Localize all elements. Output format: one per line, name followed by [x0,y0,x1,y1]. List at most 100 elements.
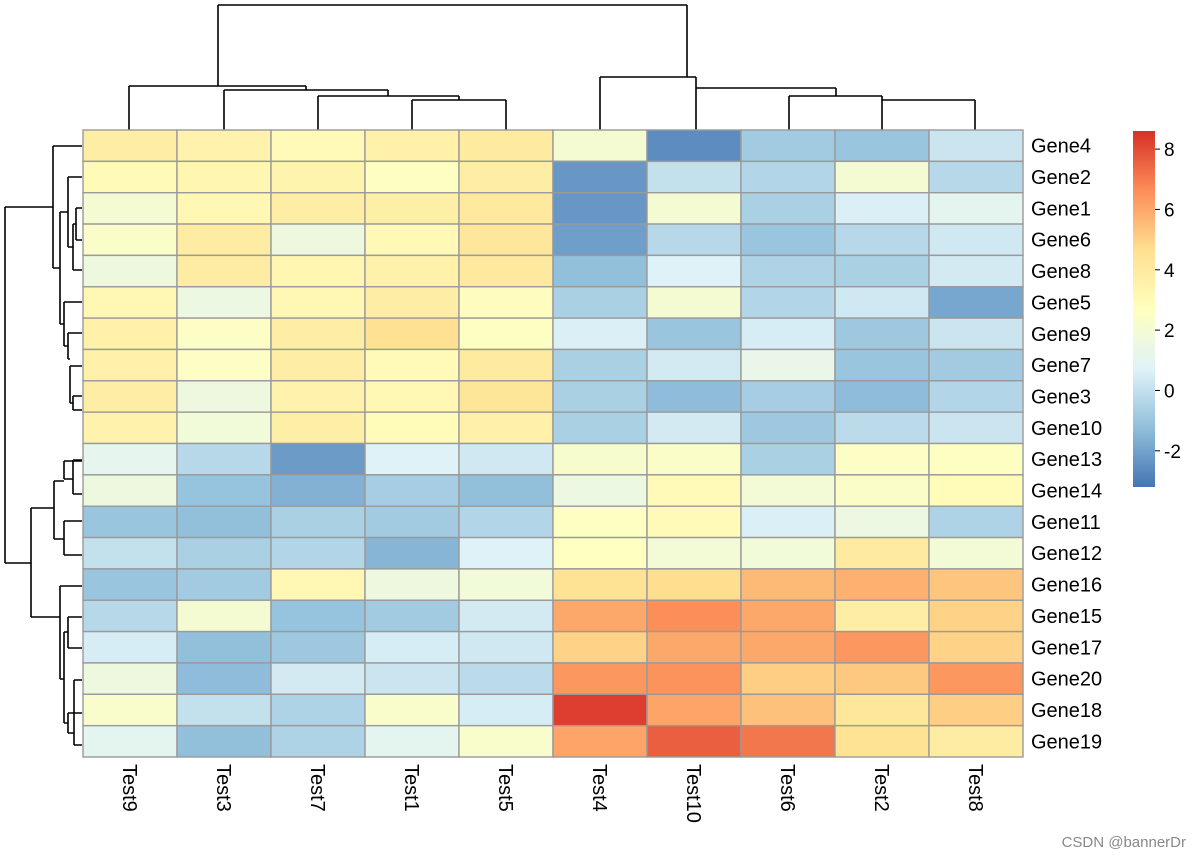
heatmap-cell [646,568,742,601]
heatmap-cell [176,536,272,570]
heatmap-cell [270,380,366,413]
heatmap-cell [740,474,836,507]
heatmap-cell [552,442,648,476]
heatmap-cell [552,536,648,570]
row-dendrogram-branch [63,301,82,347]
heatmap-cell [740,160,836,194]
heatmap-cell [364,536,460,570]
heatmap-cell [270,724,366,758]
heatmap-cell [552,317,648,351]
heatmap-cell [834,662,930,696]
column-dendrogram-branch [128,85,307,130]
heatmap-cell [82,348,178,382]
heatmap-cell [928,568,1024,601]
heatmap-cell [834,380,930,413]
column-dendrogram-branch [788,95,883,130]
heatmap-cell [740,317,836,351]
heatmap-cell [740,191,836,225]
heatmap-cell [364,160,460,194]
heatmap-cell [928,348,1024,382]
heatmap-cell [740,693,836,727]
heatmap-cell [270,286,366,319]
column-dendrogram-branch [223,89,389,130]
row-label: Gene16 [1031,575,1102,597]
heatmap-cell [458,411,554,445]
row-dendrogram-branch [75,207,82,241]
heatmap-cell [740,286,836,319]
heatmap-cell [740,348,836,382]
row-dendrogram-branch [30,507,60,618]
column-label: Test2 [870,764,892,812]
heatmap-cell [740,442,836,476]
heatmap-cell [364,474,460,507]
heatmap-cell [646,693,742,727]
heatmap-cell [646,348,742,382]
heatmap-cell [646,536,742,570]
heatmap-cell [176,223,272,257]
heatmap-cell [458,191,554,225]
row-label: Gene1 [1031,198,1091,220]
column-label: Test9 [118,764,140,812]
heatmap-cell [176,160,272,194]
heatmap-cell [834,223,930,257]
heatmap-cell [834,599,930,633]
heatmap-cell [552,411,648,445]
heatmap-cell [928,411,1024,445]
heatmap-cell [928,536,1024,570]
heatmap-cell [270,442,366,476]
heatmap-cell [458,223,554,257]
column-dendrogram-branch [411,99,507,130]
row-label: Gene3 [1031,386,1091,408]
heatmap-cell [82,568,178,601]
column-dendrogram [128,4,976,130]
colorbar-tick-label: 0 [1164,381,1175,402]
heatmap-cell [270,348,366,382]
heatmap-cell [458,160,554,194]
heatmap-cell [834,160,930,194]
heatmap-cell [834,505,930,539]
heatmap-cell [552,630,648,664]
heatmap-cell [458,568,554,601]
heatmap-cell [646,662,742,696]
colorbar-tick-label: -2 [1164,442,1181,463]
heatmap-cell [458,599,554,633]
heatmap-cell [270,474,366,507]
heatmap-cell [458,724,554,758]
heatmap-cell [270,505,366,539]
column-label: Test4 [588,764,610,812]
heatmap-cell [176,442,272,476]
heatmap-cell [740,254,836,288]
row-label: Gene4 [1031,136,1091,158]
heatmap-cell [364,599,460,633]
heatmap-cell [270,662,366,696]
heatmap-cell [82,380,178,413]
heatmap-cell [82,630,178,664]
row-labels: Gene4 Gene2 Gene1 Gene6 Gene8 Gene5 Gene9 Gene7… [1031,136,1102,754]
heatmap-cell [646,411,742,445]
heatmap-cell [928,223,1024,257]
heatmap-cell [458,348,554,382]
heatmap-cell [82,505,178,539]
heatmap-cell [646,505,742,539]
heatmap-cell [740,599,836,633]
heatmap-cell [834,630,930,664]
heatmap-cell [176,317,272,351]
heatmap-cell [552,286,648,319]
colorbar-tick-label: 2 [1164,321,1175,342]
heatmap-cell [646,254,742,288]
heatmap-cell [928,129,1024,163]
heatmap-cells [82,129,1024,758]
heatmap-cell [364,693,460,727]
heatmap-cell [364,411,460,445]
heatmap-cell [270,160,366,194]
heatmap-cell [928,630,1024,664]
column-label: Test10 [682,764,704,823]
row-dendrogram-branch [53,480,64,540]
heatmap-cell [928,254,1024,288]
heatmap-cell [364,129,460,163]
column-label: Test5 [494,764,516,812]
heatmap-cell [458,286,554,319]
heatmap-cell [82,599,178,633]
heatmap-cell [364,662,460,696]
heatmap-cell [646,317,742,351]
